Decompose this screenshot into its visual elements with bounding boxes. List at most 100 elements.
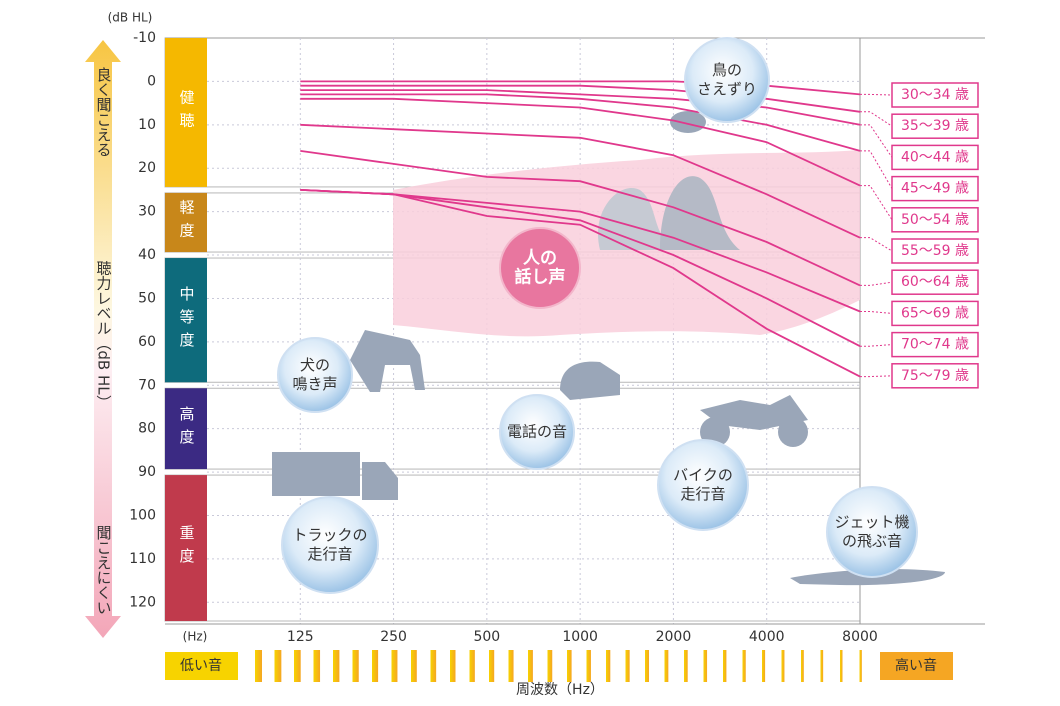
stripe	[820, 650, 824, 682]
y-top-label: 良く聞こえる	[95, 67, 113, 157]
annotation-text: 電話の音	[507, 423, 567, 441]
annotation-bubble	[277, 337, 353, 413]
phone	[560, 361, 620, 400]
legend-connector	[860, 124, 893, 158]
stripe	[352, 650, 359, 682]
annotation-text: 走行音	[307, 545, 352, 563]
legend-label: 65〜69 歳	[901, 305, 969, 321]
x-tick-label: 125	[287, 629, 314, 645]
legend-box	[891, 82, 979, 108]
legend-label: 35〜39 歳	[901, 118, 969, 134]
annotation-text: トラックの	[292, 526, 367, 544]
stripe	[606, 650, 611, 682]
high-sound-box	[880, 652, 953, 680]
band	[165, 192, 207, 253]
x-tick-label: 1000	[562, 629, 598, 645]
stripe	[703, 650, 708, 682]
stripe	[781, 650, 785, 682]
x-tick-label: 8000	[842, 629, 878, 645]
series-line	[300, 97, 861, 187]
x-tick-label: 2000	[656, 629, 692, 645]
legend-label: 60〜64 歳	[901, 274, 969, 290]
y-unit: (dB HL)	[108, 11, 153, 25]
stripe	[664, 650, 669, 682]
annotation-text: バイクの	[673, 466, 733, 484]
annotation-bubble	[657, 439, 749, 531]
stripe	[411, 650, 417, 682]
series-line	[300, 84, 861, 113]
legend-label: 30〜34 歳	[901, 87, 969, 103]
annotation-bubble	[499, 394, 575, 470]
dog	[350, 330, 425, 392]
annotation-bubble	[499, 227, 581, 309]
legend-label: 75〜79 歳	[901, 368, 969, 384]
stripe	[489, 650, 495, 682]
stripe	[255, 650, 262, 682]
x-tick-label: 250	[380, 629, 407, 645]
series-line	[300, 189, 861, 378]
legend-box	[891, 363, 979, 389]
stripe	[333, 650, 340, 682]
y-tick-label: 50	[138, 290, 156, 306]
legend-box	[891, 113, 979, 139]
band	[165, 475, 207, 621]
person-2	[660, 176, 740, 250]
legend-label: 45〜49 歳	[901, 181, 969, 197]
x-low-label: 低い音	[180, 657, 222, 674]
legend-label: 70〜74 歳	[901, 337, 969, 353]
band	[165, 38, 207, 187]
annotation-text: 犬の	[300, 356, 330, 374]
legend-box	[891, 269, 979, 295]
annotation-text: さえずり	[697, 80, 757, 98]
y-tick-label: 30	[138, 204, 156, 220]
truck-box	[272, 452, 360, 496]
stripe	[801, 650, 804, 682]
annotation-text: 走行音	[680, 485, 725, 503]
band-outline	[164, 474, 861, 622]
y-tick-label: 10	[138, 117, 156, 133]
y-tick-label: -10	[133, 30, 156, 46]
bird	[670, 111, 706, 133]
stripe	[508, 650, 514, 682]
y-tick-label: 120	[129, 594, 156, 610]
stripe	[723, 650, 727, 682]
x-high-label: 高い音	[895, 657, 937, 674]
annotation-text: ジェット機	[834, 513, 909, 531]
band-label: 高度	[178, 406, 196, 452]
stripe	[859, 650, 862, 682]
frequency-stripes	[255, 650, 862, 682]
y-bottom-label: 聞こえにくい	[95, 525, 113, 615]
annotation-bubble	[281, 496, 379, 594]
y-tick-label: 100	[129, 507, 156, 523]
series-line	[300, 150, 861, 287]
band	[165, 388, 207, 470]
bike-body	[700, 395, 808, 430]
legend-box	[891, 331, 979, 358]
low-sound-box	[165, 652, 238, 680]
stripe	[528, 650, 533, 682]
series-line	[300, 89, 861, 126]
x-unit: (Hz)	[183, 630, 208, 644]
legend-connector	[860, 310, 893, 314]
y-tick-label: 60	[138, 334, 156, 350]
annotation-text: 鳴き声	[292, 375, 337, 393]
x-tick-label: 4000	[749, 629, 785, 645]
legend-box	[891, 300, 979, 327]
y-tick-label: 20	[138, 160, 156, 176]
stripe	[567, 650, 572, 682]
stripe	[469, 650, 475, 682]
stripe	[684, 650, 688, 682]
y-axis-label: 聴力レベル（dB HL）	[95, 260, 113, 409]
series-line	[300, 93, 861, 152]
y-tick-label: 110	[129, 551, 156, 567]
stripe	[625, 650, 630, 682]
band-label: 中等度	[178, 286, 196, 355]
stripe	[547, 650, 553, 682]
stripe	[586, 650, 591, 682]
annotation-text: 話し声	[515, 267, 566, 288]
annotation-bubble	[826, 486, 918, 578]
legend-box	[891, 238, 979, 264]
stripe	[742, 650, 746, 682]
